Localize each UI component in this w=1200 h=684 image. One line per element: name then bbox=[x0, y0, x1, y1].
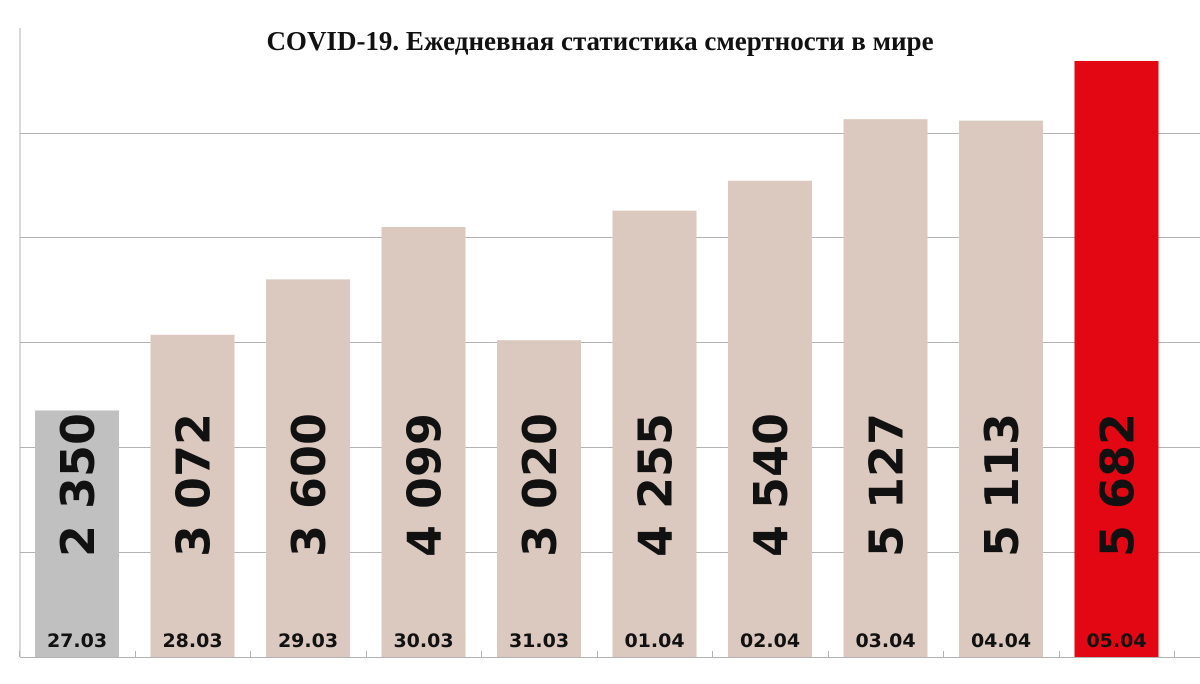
x-tick-label: 29.03 bbox=[278, 630, 338, 652]
labels: 2 350 27.03 3 072 28.03 3 600 29.03 4 099 30.03… bbox=[47, 413, 1147, 652]
x-tick-label: 30.03 bbox=[393, 630, 453, 652]
bar-value-label: 5 682 bbox=[1091, 413, 1145, 557]
bars bbox=[35, 60, 1159, 658]
bar bbox=[728, 180, 812, 657]
x-tick-label: 05.04 bbox=[1086, 630, 1146, 652]
bar bbox=[35, 410, 119, 657]
x-tick-label: 28.03 bbox=[162, 630, 222, 652]
bar-value-label: 3 600 bbox=[282, 413, 336, 557]
bar-value-label: 4 255 bbox=[629, 413, 683, 557]
bar bbox=[497, 340, 581, 657]
x-tick-label: 31.03 bbox=[509, 630, 569, 652]
bar-value-label: 5 113 bbox=[975, 413, 1029, 557]
bar-value-label: 4 540 bbox=[744, 413, 798, 557]
bar bbox=[1074, 60, 1159, 658]
bar bbox=[612, 210, 697, 657]
x-tick-label: 27.03 bbox=[47, 630, 107, 652]
x-tick-label: 04.04 bbox=[971, 630, 1031, 652]
bar bbox=[959, 120, 1043, 657]
bar bbox=[381, 227, 466, 657]
bar bbox=[266, 279, 350, 657]
x-tick-label: 02.04 bbox=[740, 630, 800, 652]
bar-value-label: 2 350 bbox=[51, 413, 105, 557]
x-tick-label: 01.04 bbox=[624, 630, 684, 652]
bar-value-label: 4 099 bbox=[398, 413, 452, 557]
bar-value-label: 3 020 bbox=[513, 413, 567, 557]
bar-value-label: 3 072 bbox=[167, 413, 221, 557]
x-tick-label: 03.04 bbox=[855, 630, 915, 652]
chart-title: COVID-19. Ежедневная статистика смертнос… bbox=[266, 26, 933, 56]
bar bbox=[150, 334, 235, 657]
bar-value-label: 5 127 bbox=[860, 413, 914, 557]
bar bbox=[843, 119, 928, 658]
